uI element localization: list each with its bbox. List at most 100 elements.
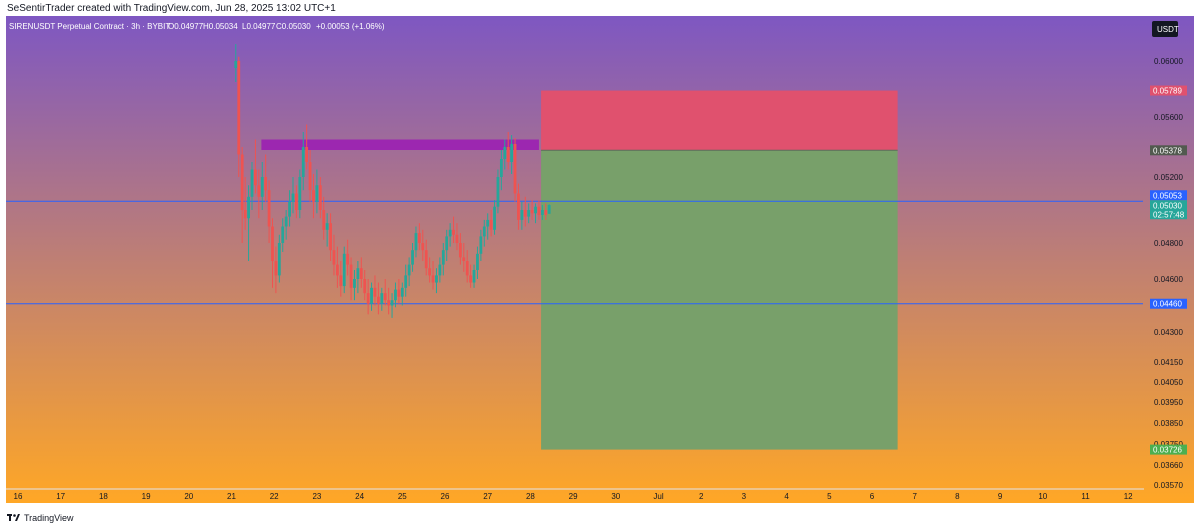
candle xyxy=(493,200,496,235)
candle xyxy=(356,261,360,294)
x-tick-label: 16 xyxy=(14,492,23,501)
currency-badge[interactable]: USDT xyxy=(1152,21,1179,37)
candle xyxy=(472,264,476,288)
x-tick-label: 23 xyxy=(312,492,321,501)
candle xyxy=(397,279,401,304)
candle xyxy=(496,169,500,214)
candle xyxy=(489,210,493,237)
candle xyxy=(284,210,288,240)
ohlc-close: C0.05030 xyxy=(276,22,311,31)
x-tick-label: 30 xyxy=(611,492,620,501)
candle xyxy=(346,239,350,276)
y-tick-label: 0.03570 xyxy=(1154,481,1183,490)
ohlc-open: O0.04977 xyxy=(168,22,204,31)
x-tick-label: 2 xyxy=(699,492,704,501)
candle xyxy=(373,275,377,306)
candle xyxy=(441,243,445,276)
candle xyxy=(383,279,387,306)
candle xyxy=(523,196,527,227)
candle xyxy=(506,132,510,170)
candle xyxy=(335,246,339,288)
x-tick-label: 7 xyxy=(912,492,917,501)
x-tick-label: 4 xyxy=(784,492,789,501)
candle xyxy=(486,213,490,240)
x-tick-label: 3 xyxy=(742,492,747,501)
x-tick-label: 22 xyxy=(270,492,279,501)
x-tick-label: Jul xyxy=(653,492,663,501)
candle xyxy=(312,174,315,219)
x-tick-label: 19 xyxy=(142,492,151,501)
y-tick-label: 0.03750 xyxy=(1154,440,1183,449)
y-tick-label: 0.05600 xyxy=(1154,113,1183,122)
price-tag-label: 0.03726 xyxy=(1153,446,1182,455)
candle xyxy=(452,216,455,243)
candle xyxy=(274,246,278,294)
x-tick-label: 24 xyxy=(355,492,364,501)
candle xyxy=(540,205,544,220)
candle xyxy=(291,177,295,214)
candle xyxy=(431,261,435,290)
candle xyxy=(271,218,274,288)
candle xyxy=(254,139,257,194)
candle xyxy=(237,56,241,177)
candle xyxy=(243,177,247,230)
candle xyxy=(370,282,373,311)
tradingview-brand: TradingView xyxy=(24,513,74,523)
candle xyxy=(479,229,483,261)
x-tick-label: 29 xyxy=(569,492,578,501)
candle xyxy=(544,203,548,220)
y-tick-label: 0.04150 xyxy=(1154,358,1183,367)
price-tag-target: 0.03726 xyxy=(1150,444,1187,455)
candle xyxy=(329,213,332,261)
candle xyxy=(349,257,353,301)
tradingview-logo-icon xyxy=(7,513,20,521)
candle xyxy=(435,268,438,294)
candle xyxy=(359,257,363,288)
chart-title: SIRENUSDT Perpetual Contract · 3h · BYBI… xyxy=(9,22,170,31)
y-tick-label: 0.03950 xyxy=(1154,398,1183,407)
price-tag-label: 0.05378 xyxy=(1153,146,1182,155)
chart-attribution: SeSentirTrader created with TradingView.… xyxy=(7,3,336,14)
candle xyxy=(428,257,432,283)
x-tick-label: 27 xyxy=(483,492,492,501)
price-tag-label: 0.05030 xyxy=(1153,201,1182,210)
candle xyxy=(530,200,534,220)
candle xyxy=(257,169,261,219)
candle xyxy=(318,177,322,219)
x-tick-label: 17 xyxy=(56,492,65,501)
candle xyxy=(394,282,397,308)
candle xyxy=(513,138,517,202)
candle xyxy=(288,190,291,227)
take-profit-zone[interactable] xyxy=(541,150,898,450)
candle xyxy=(295,185,298,219)
x-tick-label: 28 xyxy=(526,492,535,501)
stop-loss-zone[interactable] xyxy=(541,90,898,151)
candle xyxy=(380,287,384,311)
candle xyxy=(411,243,414,272)
candle xyxy=(387,287,391,315)
candle xyxy=(445,229,449,261)
resistance-zone[interactable] xyxy=(261,139,539,151)
candle xyxy=(339,261,343,297)
x-tick-label: 20 xyxy=(184,492,193,501)
candle xyxy=(448,223,452,247)
candle xyxy=(465,250,469,283)
x-tick-label: 10 xyxy=(1038,492,1047,501)
candle xyxy=(315,169,319,214)
x-tick-label: 8 xyxy=(955,492,960,501)
candle xyxy=(455,223,459,251)
candle xyxy=(308,150,312,202)
x-tick-label: 6 xyxy=(870,492,875,501)
price-tag-entry: 0.05378 xyxy=(1150,145,1187,156)
candle xyxy=(510,135,514,174)
candle xyxy=(240,147,244,243)
x-tick-label: 12 xyxy=(1124,492,1133,501)
candle xyxy=(458,233,462,265)
candle xyxy=(260,162,264,210)
price-tag-label: 0.05053 xyxy=(1153,191,1182,200)
candle xyxy=(390,293,394,318)
ohlc-change: +0.00053 (+1.06%) xyxy=(316,22,385,31)
x-tick-label: 21 xyxy=(227,492,236,501)
candle xyxy=(301,132,305,191)
